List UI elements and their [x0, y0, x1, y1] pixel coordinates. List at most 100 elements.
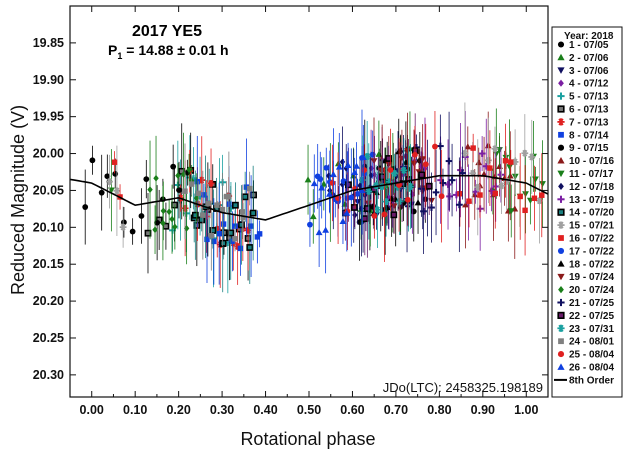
legend-marker [557, 118, 565, 126]
data-point [175, 172, 181, 180]
legend-entry: 22 - 07/25 [557, 311, 614, 322]
data-point [160, 207, 167, 215]
data-point [339, 217, 347, 224]
data-point [361, 167, 368, 173]
data-point [250, 191, 257, 199]
data-point [178, 167, 186, 175]
series-26 [310, 124, 367, 274]
data-point [219, 239, 227, 247]
data-point [409, 190, 416, 198]
legend-entry-fit: 8th Order [554, 375, 614, 386]
data-point [186, 166, 192, 173]
data-point [350, 204, 358, 211]
data-point [176, 187, 182, 194]
data-point [248, 223, 254, 229]
data-point [249, 209, 257, 217]
data-point [365, 188, 373, 195]
subtitle-prefix: P [108, 42, 117, 58]
data-point [358, 186, 366, 194]
chart-subtitle: P1 = 14.88 ± 0.01 h [108, 42, 229, 61]
data-point [143, 176, 150, 183]
data-point [470, 145, 476, 151]
data-point [418, 171, 426, 179]
data-point [113, 187, 121, 195]
data-point [491, 145, 499, 153]
data-point [182, 188, 188, 194]
data-point [359, 153, 367, 161]
y-tick-label: 20.15 [33, 257, 64, 271]
data-point [193, 221, 201, 229]
data-point [147, 186, 153, 194]
data-point [364, 200, 372, 207]
data-point [219, 206, 226, 213]
data-point [507, 208, 515, 215]
data-point [208, 232, 215, 239]
data-point [462, 201, 469, 208]
y-tick-label: 20.20 [33, 294, 64, 308]
legend: Year: 2018 1 - 07/05 2 - 07/06 3 - 07/06 4 … [551, 26, 623, 398]
data-point [104, 173, 111, 180]
legend-marker [558, 286, 564, 294]
data-point [379, 173, 386, 181]
data-point [506, 164, 513, 171]
data-point [388, 195, 396, 202]
data-point [400, 166, 408, 174]
data-point [246, 185, 253, 192]
data-point [304, 176, 312, 183]
data-point [422, 161, 429, 168]
legend-label: 20 - 07/24 [569, 285, 614, 296]
data-point [474, 183, 482, 191]
legend-entry: 2 - 07/06 [557, 53, 609, 64]
y-tick-label: 20.00 [33, 147, 64, 161]
legend-marker [557, 92, 565, 100]
data-point [144, 229, 152, 237]
x-tick-label: 0.60 [340, 403, 364, 417]
legend-marker [557, 105, 565, 113]
x-tick-label: 0.40 [253, 403, 277, 417]
legend-entry: 6 - 07/13 [557, 105, 609, 116]
legend-marker [557, 41, 565, 48]
x-tick-label: 0.30 [210, 403, 234, 417]
x-tick-label: 0.20 [166, 403, 190, 417]
legend-marker [557, 170, 565, 178]
series-12 [325, 126, 374, 257]
data-point [339, 181, 346, 188]
legend-entry: 7 - 07/13 [557, 117, 609, 128]
data-point [322, 226, 330, 233]
data-point [528, 153, 536, 161]
x-tick-label: 0.80 [427, 403, 451, 417]
data-point [162, 222, 170, 230]
data-point [502, 154, 510, 161]
x-tick-label: 1.00 [514, 403, 538, 417]
data-point [412, 151, 418, 158]
legend-label: 12 - 07/18 [569, 182, 614, 193]
legend-entry: 5 - 07/13 [557, 92, 609, 103]
data-point [201, 192, 207, 198]
data-point [98, 189, 105, 196]
legend-label: 16 - 07/22 [569, 234, 614, 245]
x-tick-label: 0.70 [384, 403, 408, 417]
data-point [238, 221, 245, 229]
data-point [232, 236, 238, 242]
legend-label: 11 - 07/17 [569, 169, 614, 180]
data-point [522, 207, 528, 214]
legend-entry: 3 - 07/06 [557, 66, 609, 77]
legend-entry: 19 - 07/24 [557, 272, 614, 283]
x-tick-label: 0.10 [123, 403, 147, 417]
legend-entry: 8 - 07/14 [558, 130, 609, 141]
data-point [254, 234, 261, 240]
data-point [448, 176, 456, 184]
data-points-layer [70, 102, 548, 294]
legend-entry: 18 - 07/22 [557, 259, 614, 270]
series-23 [358, 120, 414, 248]
series-9 [82, 144, 191, 261]
data-point [232, 201, 239, 209]
data-point [368, 171, 374, 179]
data-point [111, 159, 118, 165]
data-point [195, 190, 202, 197]
subtitle-rest: = 14.88 ± 0.01 h [122, 42, 228, 58]
legend-label: 24 - 08/01 [569, 337, 614, 348]
data-point [209, 227, 217, 234]
data-point [436, 142, 444, 150]
